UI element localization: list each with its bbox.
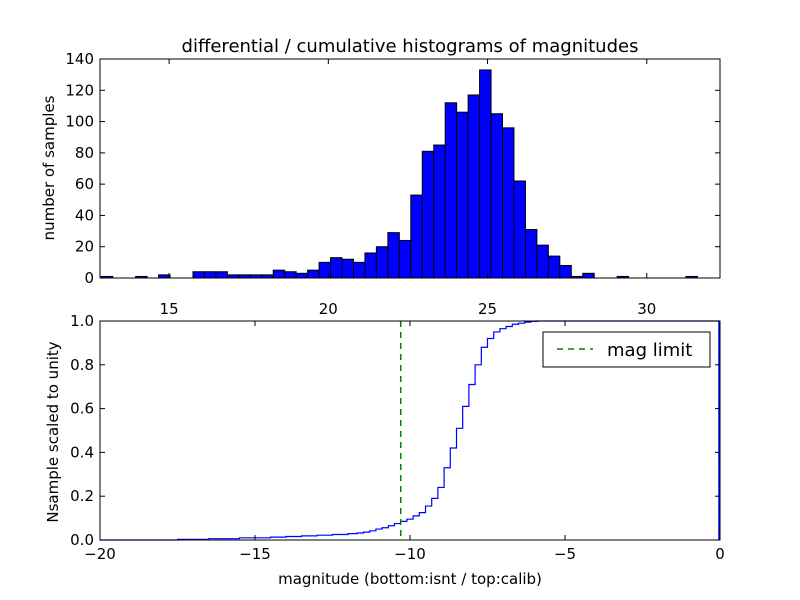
bottom-x-tick-label: 0: [715, 545, 725, 563]
histogram-bar: [421, 150, 435, 279]
histogram-bar: [318, 261, 332, 279]
top-x-tick-label: 30: [637, 300, 656, 318]
histogram-bar: [536, 244, 549, 279]
top-y-tick-label: 60: [75, 175, 94, 193]
histogram-bar: [524, 229, 538, 279]
top-x-tick-label: 20: [319, 300, 338, 318]
histogram-bar: [330, 257, 343, 279]
histogram-bar: [398, 239, 412, 279]
top-x-tick-label: 15: [160, 300, 179, 318]
histogram-bar: [375, 246, 389, 279]
bottom-y-tick-label: 0.4: [70, 443, 94, 461]
bottom-x-axis-label: magnitude (bottom:isnt / top:calib): [278, 570, 542, 588]
histogram-bar: [272, 269, 286, 279]
histogram-bar: [203, 271, 217, 279]
histogram-bar: [582, 272, 595, 279]
bottom-x-tick-label: −20: [84, 545, 116, 563]
histogram-bar: [307, 269, 320, 279]
histogram-bar: [387, 232, 400, 279]
top-y-axis-label: number of samples: [40, 95, 58, 240]
histogram-bar: [559, 264, 572, 279]
histogram-bar: [284, 271, 297, 279]
histogram-bar: [295, 272, 309, 279]
bottom-y-tick-label: 1.0: [70, 312, 94, 330]
top-y-tick-label: 40: [75, 206, 94, 224]
cumulative-step-line: [100, 320, 720, 541]
bottom-x-tick-label: −15: [239, 545, 271, 563]
histogram-bar: [490, 113, 504, 279]
top-axes-frame: [99, 58, 721, 279]
top-y-tick-label: 80: [75, 144, 94, 162]
histogram-bar: [364, 252, 377, 279]
histogram-bar: [215, 271, 228, 279]
histogram-bar: [352, 261, 366, 279]
bottom-y-tick-label: 0.6: [70, 400, 94, 418]
bottom-x-tick-label: −5: [554, 545, 576, 563]
bottom-y-tick-label: 0.2: [70, 487, 94, 505]
top-y-tick-label: 140: [65, 50, 94, 68]
top-y-tick-label: 0: [84, 269, 94, 287]
histogram-bar: [456, 111, 469, 279]
histogram-bar: [502, 127, 515, 279]
histogram-bar: [547, 255, 561, 279]
histogram-bar: [433, 144, 446, 279]
bottom-y-tick-label: 0.8: [70, 356, 94, 374]
histogram-bar: [467, 94, 481, 279]
top-x-tick-label: 25: [478, 300, 497, 318]
legend: mag limit: [542, 331, 711, 368]
top-y-tick-label: 20: [75, 238, 94, 256]
top-y-tick-label: 100: [65, 113, 94, 131]
chart-title: differential / cumulative histograms of …: [182, 36, 639, 57]
histogram-bar: [192, 271, 205, 279]
histogram-bar: [410, 194, 423, 279]
histogram-bar: [341, 258, 354, 279]
bottom-y-axis-label: Nsample scaled to unity: [44, 341, 62, 522]
legend-label-mag-limit: mag limit: [607, 340, 692, 361]
bottom-x-tick-label: −10: [394, 545, 426, 563]
bottom-y-tick-label: 0.0: [70, 531, 94, 549]
histogram-bar: [444, 102, 458, 279]
bottom-cumulative-plot: 0.0 0.2 0.4 0.6 0.8 1.0 −20 −15 −10 −5 0: [70, 312, 725, 563]
top-y-tick-label: 120: [65, 81, 94, 99]
histogram-bar: [479, 69, 492, 279]
top-histogram-plot: 0 20 40 60 80 100 120 140 15 20 25 30: [65, 50, 721, 318]
histogram-bar: [513, 180, 526, 279]
